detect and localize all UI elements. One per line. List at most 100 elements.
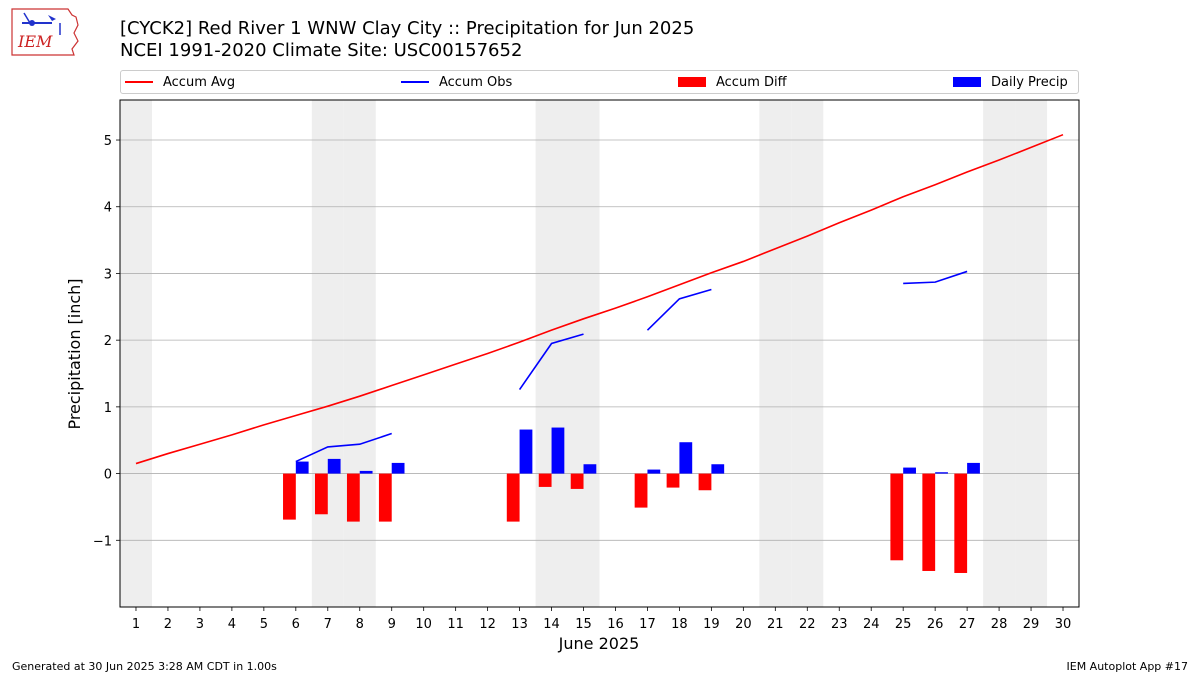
- weekend-shade-day-21: [759, 100, 792, 607]
- x-tick-label: 2: [164, 617, 172, 632]
- weekend-shade-day-22: [791, 100, 824, 607]
- accum-obs-line: [518, 333, 584, 390]
- daily-precip-bar: [967, 462, 980, 474]
- accum-diff-bar: [378, 473, 392, 522]
- gridlines: [120, 139, 1079, 541]
- daily-precip-bar: [391, 462, 405, 474]
- daily-precip-bar: [583, 464, 597, 474]
- chart-subtitle: NCEI 1991-2020 Climate Site: USC00157652: [120, 40, 523, 61]
- weekend-shade-day-14: [535, 100, 568, 607]
- daily-precip-bar: [359, 470, 373, 474]
- x-tick-label: 8: [356, 617, 364, 632]
- legend-swatch-daily-precip: [953, 77, 981, 87]
- x-tick-label: 23: [831, 617, 848, 632]
- y-tick-label: 5: [104, 134, 112, 149]
- plot-frame: [119, 99, 1080, 608]
- accum-diff-bar: [346, 473, 360, 522]
- y-tick-label: 4: [104, 201, 112, 216]
- daily-precip-bar: [647, 469, 661, 474]
- x-tick-label: 7: [324, 617, 332, 632]
- x-tick-label: 13: [511, 617, 528, 632]
- accum-diff-bar: [283, 473, 296, 520]
- accum-obs-line: [646, 288, 712, 331]
- x-tick-label: 29: [1023, 617, 1040, 632]
- accum-diff-bar: [698, 473, 712, 491]
- daily-precip-bar: [679, 442, 693, 474]
- legend-label-accum-obs: Accum Obs: [439, 74, 513, 90]
- x-tick-label: 30: [1055, 617, 1072, 632]
- x-tick-label: 22: [799, 617, 816, 632]
- y-tick-label: 2: [104, 334, 112, 349]
- accum-diff-bar: [890, 473, 904, 561]
- x-tick-label: 4: [228, 617, 236, 632]
- legend-label-accum-diff: Accum Diff: [716, 74, 787, 90]
- legend-item-accum-obs: Accum Obs: [401, 71, 512, 93]
- weekend-shade-day-29: [1015, 100, 1048, 607]
- x-tick-label: 17: [639, 617, 656, 632]
- weekend-shade-day-8: [343, 100, 376, 607]
- accum-diff-bar: [666, 473, 680, 488]
- x-tick-label: 5: [260, 617, 268, 632]
- y-tick-label: 3: [104, 267, 112, 282]
- x-tick-label: 24: [863, 617, 880, 632]
- legend-swatch-accum-avg: [125, 81, 153, 83]
- accum-diff-bar: [538, 473, 552, 487]
- x-tick-label: 18: [671, 617, 688, 632]
- accum-diff-bar: [954, 473, 968, 573]
- accum-diff-bar: [314, 473, 328, 515]
- daily-precip-bar: [295, 461, 309, 474]
- x-tick-label: 15: [575, 617, 592, 632]
- legend-label-accum-avg: Accum Avg: [163, 74, 236, 90]
- daily-precip-bar: [551, 427, 565, 474]
- accum-diff-bar: [570, 473, 584, 489]
- x-tick-label: 12: [479, 617, 496, 632]
- accum-obs-line: [903, 270, 968, 285]
- x-tick-label: 6: [292, 617, 300, 632]
- x-tick-label: 20: [735, 617, 752, 632]
- x-tick-label: 21: [767, 617, 784, 632]
- legend-item-accum-diff: Accum Diff: [678, 71, 787, 93]
- accum-diff-bar: [922, 473, 936, 571]
- bar-marks: [283, 427, 980, 573]
- legend-label-daily-precip: Daily Precip: [991, 74, 1068, 90]
- x-tick-label: 9: [388, 617, 396, 632]
- x-tick-label: 3: [196, 617, 204, 632]
- legend-item-accum-avg: Accum Avg: [125, 71, 235, 93]
- weekend-shade-day-28: [983, 100, 1016, 607]
- weekend-shade-day-1: [120, 100, 152, 607]
- weekend-shade-day-15: [567, 100, 600, 607]
- accum-diff-bar: [634, 473, 648, 508]
- x-tick-label: 11: [447, 617, 464, 632]
- y-tick-label: 0: [104, 468, 112, 483]
- y-tick-label: −1: [93, 534, 112, 549]
- logo-text: IEM: [17, 32, 53, 51]
- x-tick-label: 26: [927, 617, 944, 632]
- iowa-map-icon: IEM: [11, 8, 79, 56]
- accum-obs-line: [295, 432, 392, 463]
- legend-swatch-accum-obs: [401, 81, 429, 83]
- accum-diff-bar: [506, 473, 520, 522]
- x-tick-label: 25: [895, 617, 912, 632]
- x-tick-label: 14: [543, 617, 560, 632]
- x-axis-label: June 2025: [558, 634, 640, 653]
- accum-avg-line: [135, 133, 1064, 465]
- daily-precip-bar: [903, 467, 916, 474]
- x-tick-label: 19: [703, 617, 720, 632]
- chart-title: [CYCK2] Red River 1 WNW Clay City :: Pre…: [120, 18, 695, 39]
- daily-precip-bar: [519, 429, 533, 474]
- daily-precip-bar: [711, 464, 725, 474]
- generated-timestamp: Generated at 30 Jun 2025 3:28 AM CDT in …: [12, 660, 277, 673]
- daily-precip-bar: [935, 472, 948, 474]
- x-tick-label: 10: [415, 617, 432, 632]
- line-marks: [135, 133, 1064, 465]
- legend: Accum Avg Accum Obs Accum Diff Daily Pre…: [120, 70, 1079, 94]
- x-tick-label: 16: [607, 617, 624, 632]
- legend-item-daily-precip: Daily Precip: [953, 71, 1068, 93]
- plot-background: [120, 100, 1048, 607]
- y-axis-label: Precipitation [inch]: [65, 278, 84, 429]
- x-tick-label: 27: [959, 617, 976, 632]
- x-tick-label: 1: [132, 617, 140, 632]
- app-credit: IEM Autoplot App #17: [1066, 660, 1189, 673]
